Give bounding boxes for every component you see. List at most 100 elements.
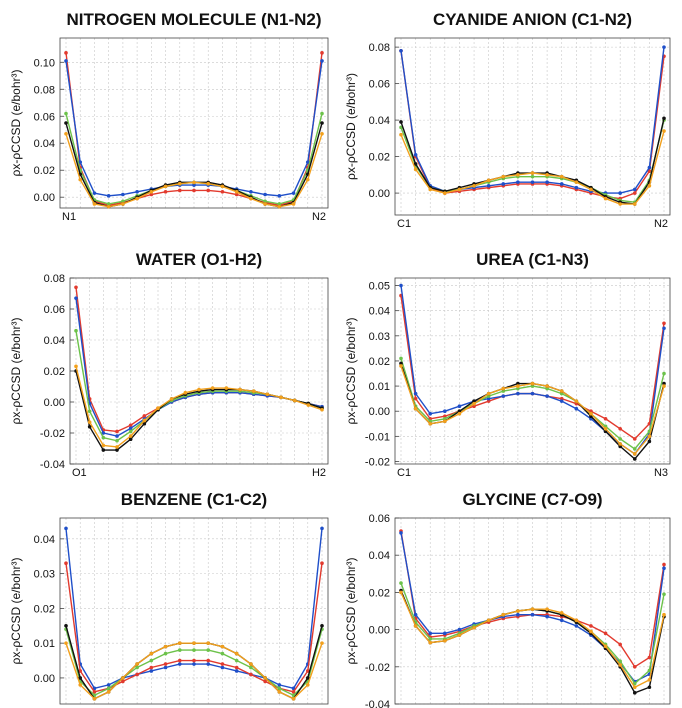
data-point [249, 665, 253, 670]
data-point [589, 187, 593, 192]
data-point [559, 611, 564, 615]
y-tick-label: 0.00 [34, 192, 55, 204]
data-point [647, 169, 652, 174]
data-point [64, 561, 68, 565]
data-point [320, 623, 324, 628]
data-point [305, 676, 310, 680]
chart-title: BENZENE (C1-C2) [121, 490, 267, 509]
data-point [457, 404, 462, 408]
chart-title: NITROGEN MOLECULE (N1-N2) [67, 10, 322, 29]
data-point [399, 590, 403, 595]
data-point [662, 45, 666, 49]
data-point [516, 384, 520, 388]
chart-title: CYANIDE ANION (C1-N2) [433, 10, 632, 29]
series-blue [399, 283, 666, 456]
y-tick-label: -0.02 [40, 428, 65, 440]
data-point [277, 194, 282, 198]
data-point [163, 662, 168, 666]
y-tick-label: -0.02 [365, 662, 390, 674]
data-point [64, 51, 68, 55]
data-point [545, 607, 549, 611]
data-point [192, 662, 196, 666]
data-point [545, 173, 549, 177]
data-point [220, 184, 225, 189]
data-point [632, 691, 637, 695]
data-point [149, 669, 154, 673]
y-tick-label: 0.04 [369, 306, 390, 318]
y-tick-label: 0.04 [44, 335, 65, 347]
data-point [428, 637, 433, 641]
data-point [121, 192, 125, 197]
data-point [443, 638, 447, 643]
data-point [224, 386, 229, 390]
chart-panel-1: 0.00 0.02 0.04 0.06 0.08 0.10 N1 N2 NITROGEN MOL… [9, 10, 329, 223]
y-tick-label: 0.02 [34, 165, 55, 177]
data-point [530, 612, 535, 617]
gridlines [60, 518, 328, 704]
data-point [220, 644, 225, 649]
data-point [413, 396, 418, 401]
y-tick-label: 0.04 [34, 138, 55, 150]
data-point [128, 423, 133, 428]
data-point [92, 693, 97, 698]
data-point [457, 633, 462, 637]
data-point [618, 191, 622, 195]
series-black [399, 116, 666, 206]
data-point [647, 165, 652, 170]
x-start-label: N1 [62, 211, 76, 223]
data-point [128, 434, 133, 438]
data-point [64, 59, 68, 63]
data-point [101, 431, 106, 435]
data-point [320, 131, 324, 136]
data-point [279, 395, 283, 400]
data-point [559, 389, 564, 393]
data-point [64, 641, 68, 645]
y-tick-label: 0.04 [34, 534, 55, 546]
data-point [135, 672, 139, 677]
x-end-label: N2 [312, 211, 326, 223]
data-point [320, 51, 324, 55]
data-point [501, 174, 506, 179]
data-point [647, 668, 652, 673]
data-point [559, 399, 564, 403]
data-point [149, 192, 154, 197]
data-point [78, 683, 83, 687]
data-point [320, 526, 324, 531]
data-point [632, 437, 637, 441]
data-point [530, 180, 535, 184]
data-point [249, 662, 253, 666]
data-point [115, 434, 119, 438]
data-point [149, 658, 154, 663]
data-point [106, 686, 111, 691]
data-point [457, 187, 462, 192]
data-point [632, 681, 637, 686]
data-point [101, 443, 106, 448]
data-point [399, 48, 403, 53]
data-point [64, 131, 68, 136]
data-point [192, 183, 196, 187]
data-point [413, 391, 418, 396]
data-point [413, 162, 418, 166]
data-point [574, 618, 579, 623]
y-tick-label: 0.04 [369, 550, 390, 562]
data-point [647, 434, 652, 439]
plot-frame [59, 37, 329, 209]
y-tick-label: 0.06 [369, 513, 390, 525]
data-point [192, 658, 196, 663]
data-point [428, 411, 433, 416]
y-tick-label: 0.02 [369, 587, 390, 599]
data-point [74, 285, 78, 290]
data-point [265, 392, 270, 397]
data-point [251, 389, 256, 393]
y-axis-label: ρx-ρCCSD (e/bohr³) [344, 317, 358, 424]
data-point [632, 187, 637, 192]
data-point [632, 665, 637, 669]
data-point [163, 665, 168, 670]
data-point [142, 418, 147, 423]
data-point [292, 398, 297, 403]
data-point [128, 437, 133, 442]
data-point [320, 641, 324, 645]
data-point [192, 648, 196, 652]
data-point [530, 174, 535, 179]
data-point [121, 679, 125, 684]
